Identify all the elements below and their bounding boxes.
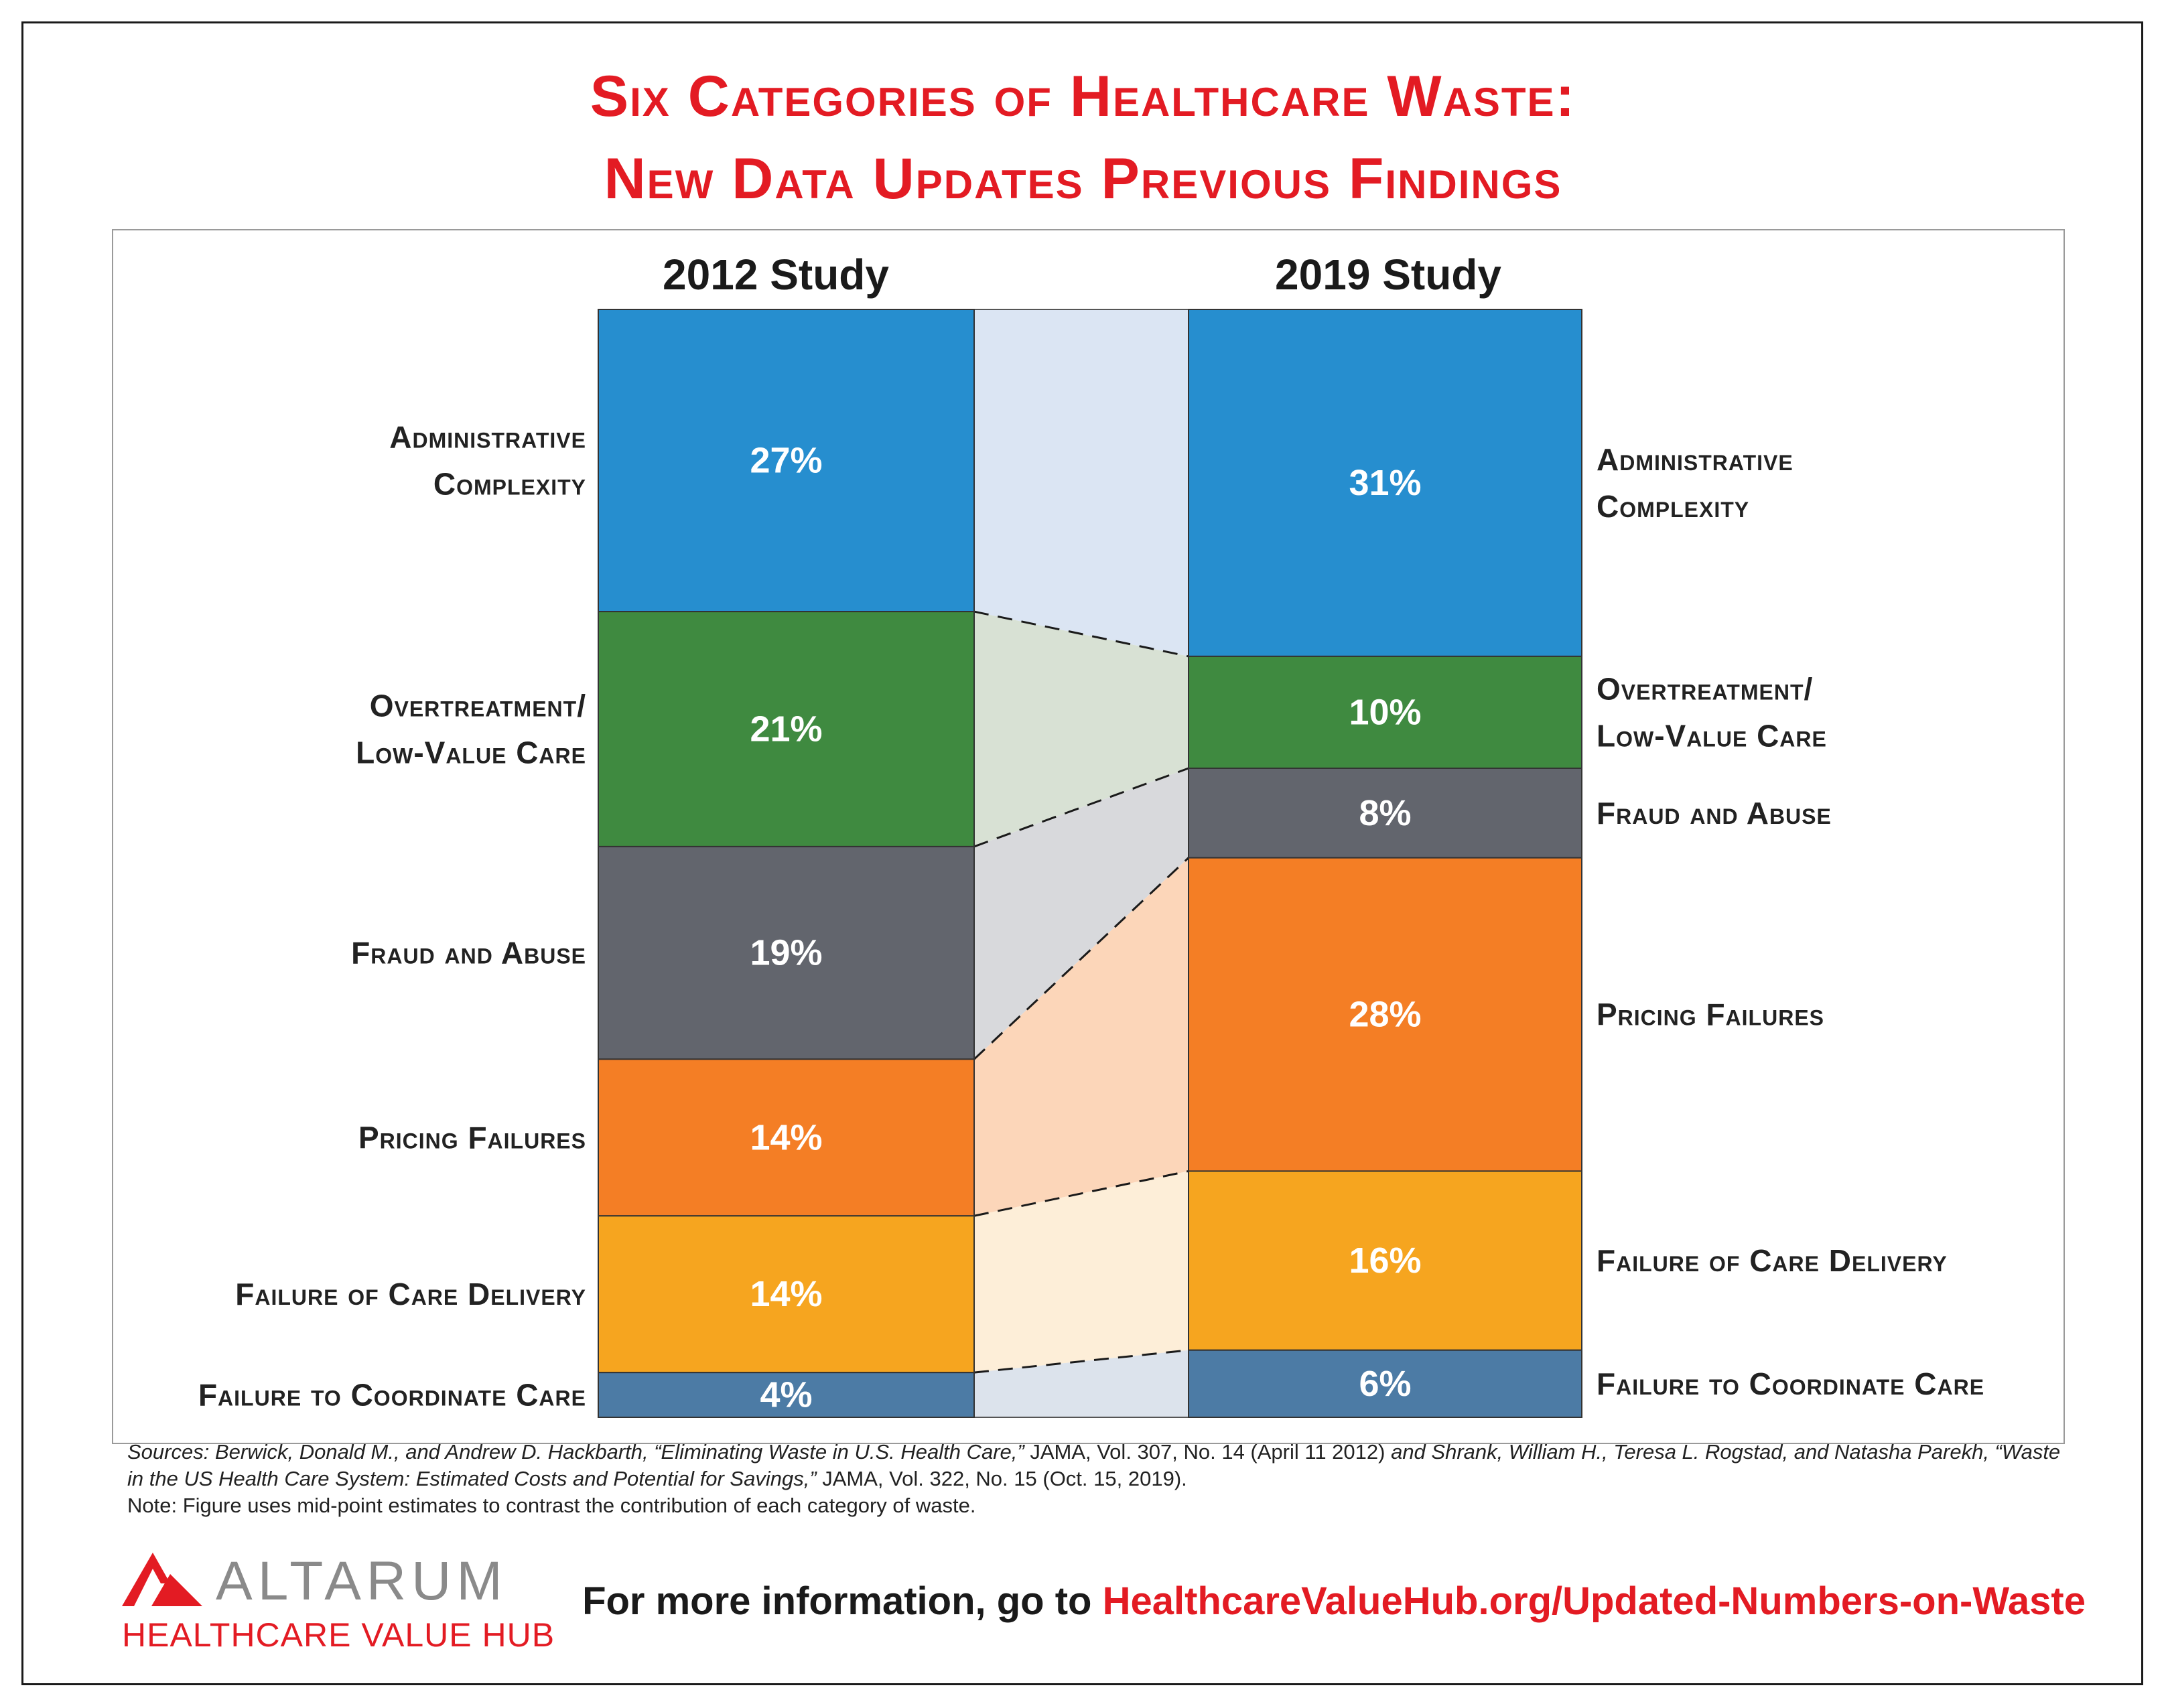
bar-2019-segment-1 (1188, 655, 1582, 769)
connector-dash-2 (973, 767, 1189, 848)
connector-band-2 (974, 768, 1189, 1060)
sources-note: Sources: Berwick, Donald M., and Andrew … (127, 1439, 2070, 1519)
more-info-prefix: For more information, go to (582, 1579, 1103, 1623)
source-1-journal: JAMA, Vol. 307, No. 14 (April 11 2012) (1024, 1440, 1392, 1464)
category-label-right-0-line-1: Complexity (1597, 489, 1749, 524)
altarum-logo-icon (122, 1553, 202, 1606)
sources-prefix: Sources: (127, 1440, 215, 1464)
bar-2012-segment-5 (598, 1372, 975, 1418)
connector-dash-4 (973, 1169, 1189, 1217)
connector-band-1 (974, 612, 1189, 847)
category-label-left-4-line-0: Failure of Care Delivery (235, 1277, 586, 1311)
bar-2019-segment-5 (1188, 1349, 1582, 1418)
bar-2019: 31% 10% 8% 28% 16% 6% (1188, 309, 1582, 1418)
more-info: For more information, go to HealthcareVa… (582, 1582, 2086, 1621)
category-labels-left: Administrative Complexity Overtreatment/Lo… (198, 420, 586, 1413)
bar-2012-segment-4 (598, 1215, 975, 1374)
source-2-journal: JAMA, Vol. 322, No. 15 (Oct. 15, 2019). (816, 1467, 1187, 1490)
category-label-right-2-line-0: Fraud and Abuse (1597, 796, 1832, 831)
title-line-1: Six Categories of Healthcare Waste: (590, 64, 1576, 129)
category-label-left-1-line-0: Overtreatment/ (370, 689, 586, 723)
category-label-left-2-line-0: Fraud and Abuse (351, 936, 586, 971)
logo-name: ALTARUM (216, 1551, 508, 1612)
value-label-2012-2: 19% (750, 933, 822, 973)
value-label-2012-1: 21% (750, 709, 822, 750)
figure-note: Note: Figure uses mid-point estimates to… (127, 1494, 976, 1517)
category-label-right-0-line-0: Administrative (1597, 442, 1793, 477)
category-label-left-5-line-0: Failure to Coordinate Care (198, 1378, 586, 1413)
bar-2019-segment-0 (1188, 309, 1582, 657)
connector-dash-5 (973, 1349, 1189, 1374)
category-labels-right: Administrative Complexity Overtreatment/Lo… (1597, 442, 1984, 1401)
category-label-left-0-line-1: Complexity (433, 467, 586, 502)
bar-2012-segment-1 (598, 611, 975, 847)
category-label-left-1-line-1: Low-Value Care (356, 735, 586, 770)
bar-2012: 27% 21% 19% 14% 14% 4% (598, 309, 975, 1418)
bar-2012-segment-2 (598, 845, 975, 1060)
study-2012-heading: 2012 Study (663, 251, 889, 299)
bar-2019-segment-3 (1188, 857, 1582, 1172)
category-label-left-0-line-0: Administrative (389, 420, 586, 455)
value-label-2012-3: 14% (750, 1117, 822, 1157)
category-label-right-1-line-0: Overtreatment/ (1597, 671, 1813, 706)
value-label-2019-3: 28% (1349, 995, 1421, 1035)
bar-2019-segment-4 (1188, 1170, 1582, 1351)
logo-subtitle: HEALTHCARE VALUE HUB (122, 1616, 555, 1654)
value-label-2019-2: 8% (1359, 793, 1411, 833)
value-label-2019-1: 10% (1349, 692, 1421, 732)
category-label-right-1-line-1: Low-Value Care (1597, 718, 1827, 753)
connector-dash-1 (973, 610, 1189, 658)
category-label-right-5-line-0: Failure to Coordinate Care (1597, 1366, 1984, 1401)
category-label-right-4-line-0: Failure of Care Delivery (1597, 1243, 1948, 1278)
source-2-title: and Shrank, William H., Teresa L. Rogsta… (127, 1440, 2061, 1490)
connector-band-3 (974, 857, 1189, 1216)
category-label-left-3-line-0: Pricing Failures (358, 1120, 586, 1155)
value-label-2012-4: 14% (750, 1274, 822, 1314)
connector-bands (973, 309, 1190, 1418)
more-info-link[interactable]: HealthcareValueHub.org/Updated-Numbers-o… (1102, 1579, 2086, 1623)
connector-band-0 (974, 309, 1189, 656)
category-label-right-3-line-0: Pricing Failures (1597, 997, 1824, 1032)
bar-2012-segment-0 (598, 309, 975, 613)
title-line-2: New Data Updates Previous Findings (604, 147, 1562, 211)
study-2019-heading: 2019 Study (1275, 251, 1501, 299)
value-label-2019-0: 31% (1349, 463, 1421, 503)
value-label-2012-5: 4% (760, 1375, 812, 1415)
sources-citation: Sources: Berwick, Donald M., and Andrew … (127, 1439, 2070, 1492)
value-label-2019-4: 16% (1349, 1240, 1421, 1281)
connector-dash-3 (973, 857, 1190, 1060)
source-1-title: Berwick, Donald M., and Andrew D. Hackba… (214, 1440, 1024, 1464)
outer-frame (21, 21, 2143, 1685)
value-label-2019-5: 6% (1359, 1364, 1411, 1404)
chart-border (112, 229, 2065, 1444)
value-label-2012-0: 27% (750, 441, 822, 481)
bar-2012-segment-3 (598, 1058, 975, 1217)
connector-band-4 (974, 1171, 1189, 1373)
bar-2019-segment-2 (1188, 767, 1582, 859)
